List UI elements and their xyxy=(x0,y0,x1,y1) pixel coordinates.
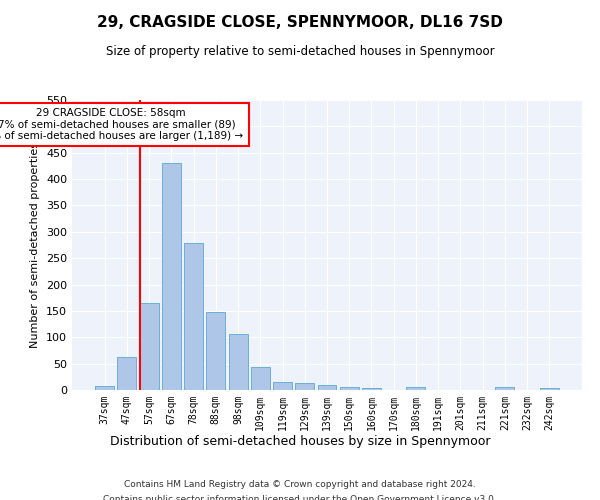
Bar xyxy=(229,334,248,390)
Bar xyxy=(540,388,559,390)
Bar xyxy=(95,386,114,390)
Text: Size of property relative to semi-detached houses in Spennymoor: Size of property relative to semi-detach… xyxy=(106,45,494,58)
Bar xyxy=(295,382,314,390)
Bar xyxy=(273,382,292,390)
Bar xyxy=(406,388,425,390)
Bar xyxy=(184,244,203,390)
Bar xyxy=(140,303,158,390)
Bar xyxy=(362,388,381,390)
Bar xyxy=(162,164,181,390)
Bar xyxy=(317,384,337,390)
Text: Distribution of semi-detached houses by size in Spennymoor: Distribution of semi-detached houses by … xyxy=(110,435,490,448)
Bar xyxy=(496,388,514,390)
Y-axis label: Number of semi-detached properties: Number of semi-detached properties xyxy=(31,142,40,348)
Text: 29 CRAGSIDE CLOSE: 58sqm
← 7% of semi-detached houses are smaller (89)
93% of se: 29 CRAGSIDE CLOSE: 58sqm ← 7% of semi-de… xyxy=(0,108,244,141)
Text: Contains public sector information licensed under the Open Government Licence v3: Contains public sector information licen… xyxy=(103,495,497,500)
Bar xyxy=(118,357,136,390)
Text: Contains HM Land Registry data © Crown copyright and database right 2024.: Contains HM Land Registry data © Crown c… xyxy=(124,480,476,489)
Bar xyxy=(340,388,359,390)
Text: 29, CRAGSIDE CLOSE, SPENNYMOOR, DL16 7SD: 29, CRAGSIDE CLOSE, SPENNYMOOR, DL16 7SD xyxy=(97,15,503,30)
Bar xyxy=(206,312,225,390)
Bar xyxy=(251,367,270,390)
